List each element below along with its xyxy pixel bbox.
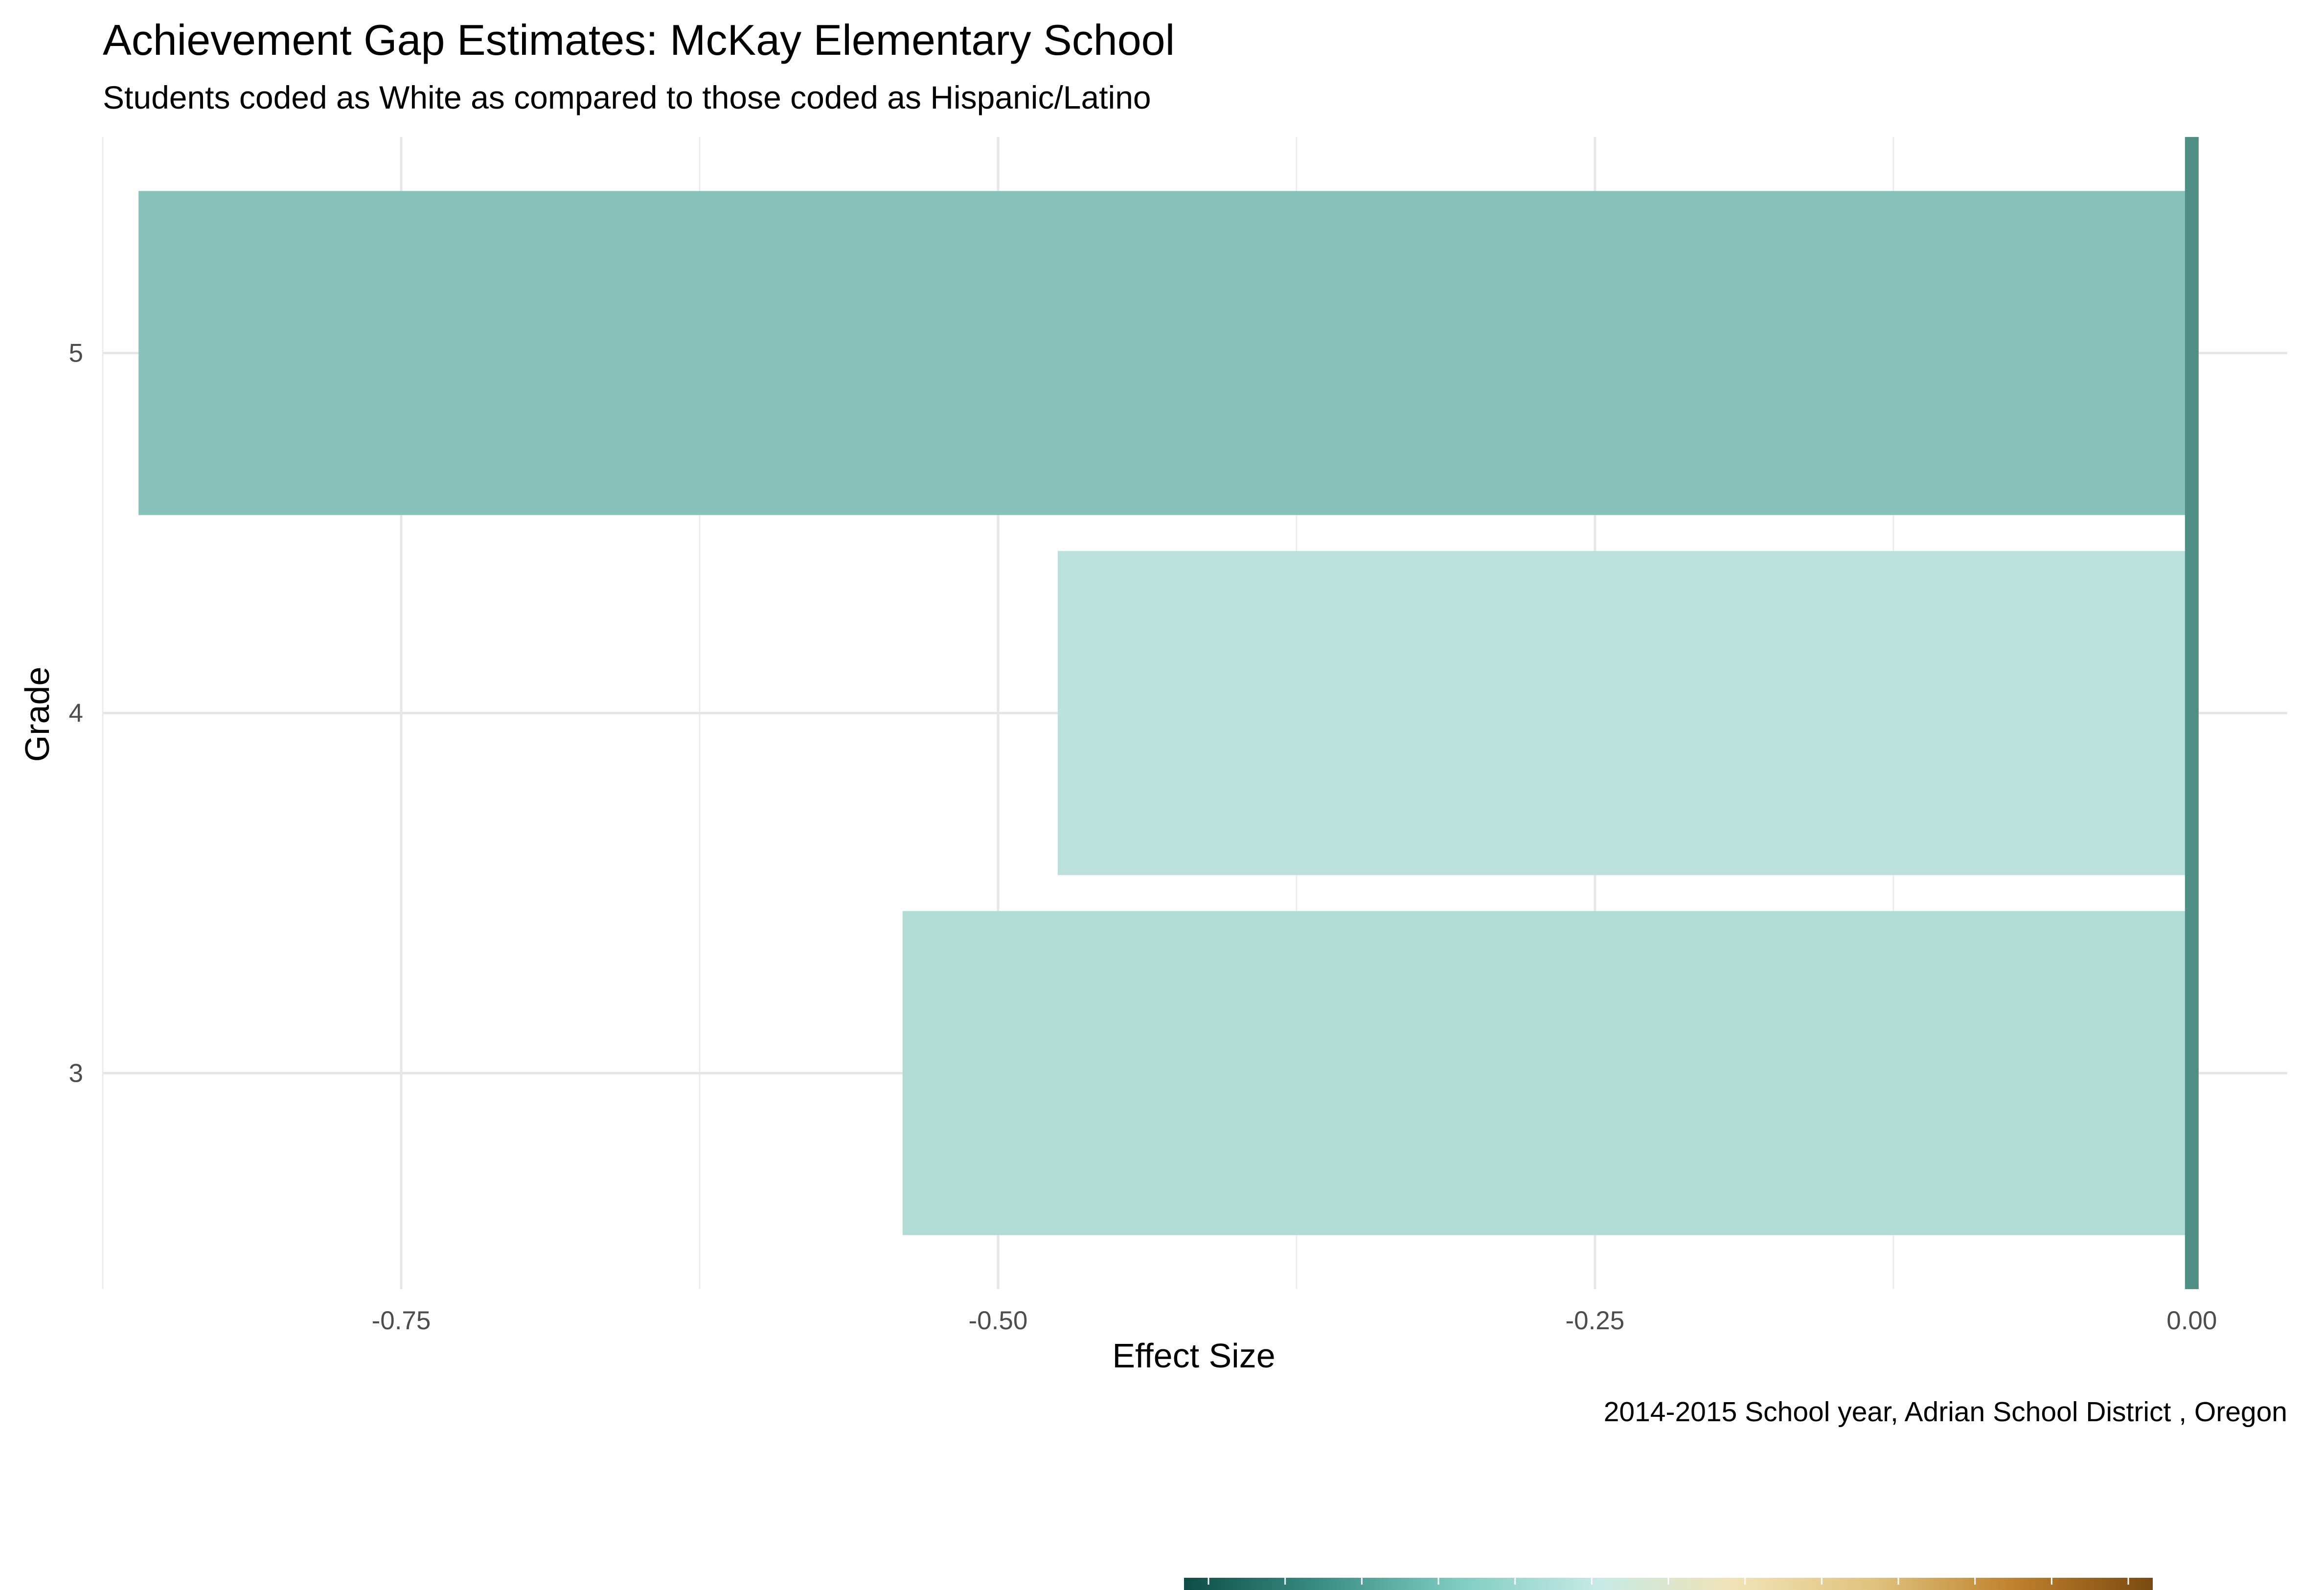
y-tick-label: 5 bbox=[69, 339, 83, 368]
x-axis-title: Effect Size bbox=[1112, 1337, 1275, 1375]
reference-line bbox=[2185, 137, 2199, 1289]
chart-title: Achievement Gap Estimates: McKay Element… bbox=[103, 16, 1175, 64]
x-tick-label: -0.75 bbox=[372, 1306, 431, 1335]
x-tick-label: -0.25 bbox=[1565, 1306, 1624, 1335]
y-axis-title: Grade bbox=[18, 667, 56, 762]
y-axis-ticks: 3 4 5 bbox=[69, 339, 83, 1088]
y-tick-label: 4 bbox=[69, 699, 83, 728]
chart-caption: 2014-2015 School year, Adrian School Dis… bbox=[1604, 1396, 2287, 1428]
x-tick-label: 0.00 bbox=[2166, 1306, 2217, 1335]
bars bbox=[138, 191, 2192, 1235]
colorbar-legend bbox=[1184, 1578, 2153, 1590]
y-tick-label: 3 bbox=[69, 1059, 83, 1088]
chart-subtitle: Students coded as White as compared to t… bbox=[103, 79, 1151, 115]
reference-line-group bbox=[2185, 137, 2199, 1289]
x-tick-label: -0.50 bbox=[969, 1306, 1028, 1335]
bar-grade-3 bbox=[902, 911, 2192, 1235]
x-axis-ticks: -0.75 -0.50 -0.25 0.00 bbox=[372, 1306, 2217, 1335]
bar-grade-4 bbox=[1057, 551, 2192, 875]
bar-grade-5 bbox=[138, 191, 2192, 515]
